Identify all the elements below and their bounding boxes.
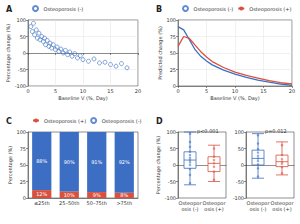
svg-text:50: 50 (238, 146, 244, 152)
svg-text:Osteoporosis (-): Osteoporosis (-) (102, 118, 142, 125)
svg-text:100: 100 (166, 129, 176, 135)
svg-text:15: 15 (260, 88, 266, 94)
svg-text:0: 0 (172, 83, 176, 89)
svg-text:osis (+): osis (+) (272, 206, 291, 212)
svg-text:Baseline V (%, Day): Baseline V (%, Day) (210, 95, 260, 102)
svg-text:0: 0 (176, 88, 179, 94)
svg-text:0: 0 (241, 162, 244, 168)
svg-text:Osteoporosis (+): Osteoporosis (+) (44, 118, 86, 125)
svg-text:5: 5 (54, 88, 57, 94)
svg-text:Osteopor: Osteopor (270, 200, 294, 206)
svg-text:75: 75 (20, 146, 26, 152)
svg-text:≤25th: ≤25th (34, 200, 50, 206)
svg-text:50: 50 (20, 162, 26, 168)
svg-text:100: 100 (234, 129, 244, 135)
svg-text:B: B (156, 5, 162, 14)
svg-text:-50: -50 (18, 67, 26, 73)
svg-text:25: 25 (170, 67, 176, 73)
svg-text:100: 100 (166, 17, 176, 23)
svg-text:Osteoporosis (-): Osteoporosis (-) (44, 6, 84, 13)
svg-text:0: 0 (23, 50, 26, 56)
svg-text:A: A (6, 5, 13, 14)
svg-text:10%: 10% (64, 192, 75, 198)
svg-text:100: 100 (16, 129, 26, 135)
svg-text:-100: -100 (15, 83, 26, 89)
svg-text:5: 5 (205, 88, 208, 94)
svg-text:Osteopor: Osteopor (178, 200, 202, 206)
svg-text:50: 50 (20, 34, 26, 40)
svg-text:-100: -100 (165, 195, 176, 201)
svg-text:Predicted change (%): Predicted change (%) (157, 26, 164, 80)
svg-text:p<0.001: p<0.001 (197, 128, 219, 135)
svg-text:12%: 12% (36, 191, 47, 197)
svg-text:50–75th: 50–75th (87, 200, 107, 206)
svg-text:osis (+): osis (+) (204, 206, 223, 212)
svg-text:50: 50 (170, 50, 176, 56)
svg-text:>75th: >75th (116, 200, 132, 206)
svg-text:0: 0 (26, 88, 29, 94)
svg-text:Osteopor: Osteopor (202, 200, 226, 206)
svg-text:50: 50 (170, 146, 176, 152)
svg-text:p=0.012: p=0.012 (265, 128, 287, 135)
svg-text:25: 25 (20, 179, 26, 185)
svg-text:-50: -50 (236, 179, 244, 185)
svg-text:osis (-): osis (-) (250, 206, 267, 212)
svg-text:C: C (6, 117, 12, 126)
svg-text:75: 75 (170, 34, 176, 40)
svg-text:8%: 8% (120, 192, 128, 198)
svg-text:91%: 91% (91, 159, 102, 165)
svg-text:-100: -100 (233, 195, 244, 201)
svg-text:Osteoporosis (+): Osteoporosis (+) (249, 6, 291, 13)
svg-text:-50: -50 (168, 179, 176, 185)
svg-text:Baseline V (%, Day): Baseline V (%, Day) (58, 95, 108, 102)
svg-text:15: 15 (107, 88, 113, 94)
svg-text:10: 10 (80, 88, 86, 94)
svg-text:Percentage change (%): Percentage change (%) (155, 136, 162, 194)
svg-text:Percentage change (%): Percentage change (%) (5, 24, 12, 82)
svg-text:10: 10 (232, 88, 238, 94)
svg-text:20: 20 (289, 88, 295, 94)
svg-text:Percentage (%): Percentage (%) (7, 146, 14, 184)
svg-text:88%: 88% (36, 158, 47, 164)
svg-text:20: 20 (135, 88, 141, 94)
svg-text:0: 0 (173, 162, 176, 168)
svg-text:25–50th: 25–50th (59, 200, 79, 206)
svg-text:0: 0 (23, 195, 26, 201)
svg-text:D: D (156, 117, 163, 126)
svg-text:osis (-): osis (-) (182, 206, 199, 212)
svg-text:Osteoporosis (-): Osteoporosis (-) (194, 6, 234, 13)
svg-text:90%: 90% (64, 159, 75, 165)
svg-text:92%: 92% (119, 159, 130, 165)
svg-text:9%: 9% (93, 192, 101, 198)
svg-text:Osteopor: Osteopor (246, 200, 270, 206)
svg-text:100: 100 (16, 17, 26, 23)
